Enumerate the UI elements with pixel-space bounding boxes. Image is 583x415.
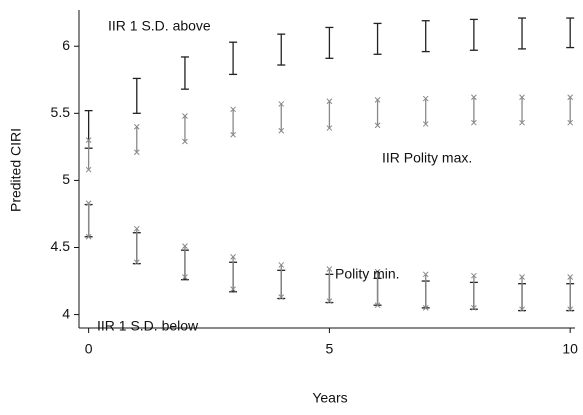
interval-end-marker (133, 123, 140, 130)
y-tick-label: 5.5 (51, 104, 71, 120)
interval-end-marker (519, 274, 525, 280)
annotation: IIR 1 S.D. below (97, 318, 199, 334)
annotation: IIR 1 S.D. above (108, 18, 211, 34)
interval-end-marker (374, 268, 381, 275)
interval-end-marker (374, 97, 381, 103)
x-tick-label: 10 (562, 341, 578, 357)
interval-end-marker (374, 122, 381, 129)
y-tick-label: 6 (62, 37, 70, 53)
interval-end-marker (567, 274, 574, 280)
interval-end-marker (567, 306, 574, 313)
interval-end-marker (182, 113, 188, 119)
y-tick-label: 4.5 (51, 238, 71, 254)
interval-end-marker (471, 272, 477, 279)
interval-end-marker (567, 119, 574, 126)
x-axis-label: Years (312, 390, 347, 406)
interval-end-marker (182, 274, 188, 280)
interval-end-marker (519, 94, 525, 101)
interval-end-marker (519, 306, 525, 313)
interval-end-marker (471, 305, 477, 311)
interval-end-marker (422, 305, 429, 311)
interval-end-marker (230, 106, 236, 113)
interval-end-marker (422, 121, 429, 127)
interval-end-marker (278, 101, 285, 107)
interval-end-marker (85, 166, 92, 173)
interval-end-marker (85, 200, 92, 207)
interval-end-marker (133, 149, 140, 156)
interval-end-marker (422, 271, 429, 278)
x-tick-label: 5 (326, 341, 334, 357)
interval-end-marker (85, 233, 92, 240)
interval-end-marker (374, 302, 381, 309)
interval-end-marker (182, 243, 188, 250)
interval-end-marker (471, 94, 477, 101)
interval-end-marker (133, 259, 140, 266)
interval-end-marker (326, 125, 333, 131)
interval-end-marker (326, 266, 333, 272)
y-axis-label: Predited CIRI (8, 128, 24, 212)
interval-end-marker (230, 286, 236, 292)
interval-end-marker (519, 119, 525, 126)
interval-end-marker (85, 137, 92, 144)
interval-end-marker (567, 94, 574, 101)
interval-end-marker (230, 254, 236, 260)
y-tick-label: 4 (62, 305, 70, 321)
annotation: IIR Polity max. (382, 150, 472, 166)
interval-end-marker (278, 294, 285, 300)
interval-end-marker (326, 298, 333, 305)
interval-end-marker (278, 262, 285, 268)
interval-end-marker (278, 127, 285, 134)
interval-end-marker (133, 225, 140, 232)
interval-end-marker (182, 138, 188, 145)
annotation: Polity min. (335, 266, 400, 282)
x-tick-label: 0 (85, 341, 93, 357)
y-tick-label: 5 (62, 171, 70, 187)
interval-end-marker (230, 131, 236, 138)
interval-end-marker (326, 98, 333, 105)
interval-end-marker (422, 95, 429, 102)
interval-end-marker (471, 119, 477, 126)
